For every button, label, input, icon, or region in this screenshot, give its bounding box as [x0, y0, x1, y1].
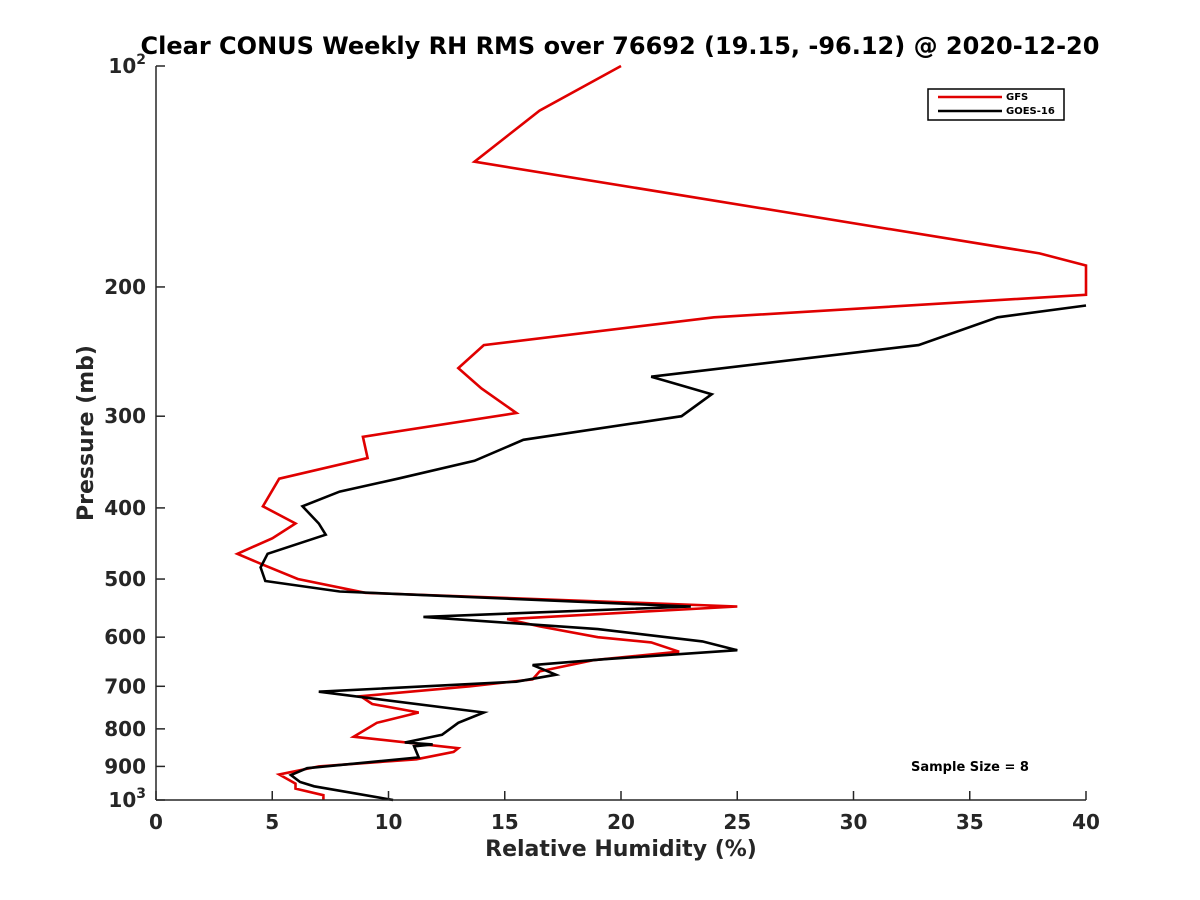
y-tick-label: 700 [104, 674, 146, 698]
series-line-gfs [234, 64, 1088, 800]
y-tick-label: 900 [104, 754, 146, 778]
x-tick-label: 25 [723, 810, 751, 834]
y-tick-label: 200 [104, 275, 146, 299]
legend-label-gfs: GFS [1006, 92, 1028, 103]
axes [155, 66, 1086, 801]
series-gfs [234, 64, 1088, 800]
x-tick-label: 0 [149, 810, 163, 834]
legend-box [927, 88, 1065, 121]
x-tick-label: 10 [375, 810, 403, 834]
x-tick-label: 40 [1072, 810, 1100, 834]
x-ticks: 0 5 10 15 20 25 30 35 40 [149, 791, 1100, 834]
y-ticks: 102 200 300 400 500 600 700 800 900 103 [104, 52, 165, 812]
sample-size-annotation: Sample Size = 8 [911, 760, 1029, 775]
x-axis-label: Relative Humidity (%) [485, 837, 757, 862]
y-tick-label: 102 [108, 52, 146, 78]
y-tick-label: 300 [104, 404, 146, 428]
y-axis-label: Pressure (mb) [74, 345, 99, 521]
y-tick-label: 500 [104, 567, 146, 591]
y-tick-label: 400 [104, 496, 146, 520]
legend-label-goes16: GOES-16 [1006, 106, 1055, 117]
plot-area [234, 64, 1088, 802]
y-tick-label: 103 [108, 786, 146, 812]
legend: GFS GOES-16 [927, 88, 1065, 121]
series-goes16 [259, 304, 1087, 802]
series-line-goes16 [259, 304, 1087, 802]
y-tick-label: 800 [104, 717, 146, 741]
chart-title: Clear CONUS Weekly RH RMS over 76692 (19… [141, 32, 1100, 60]
x-tick-label: 30 [840, 810, 868, 834]
x-tick-label: 5 [265, 810, 279, 834]
x-tick-label: 35 [956, 810, 984, 834]
x-tick-label: 15 [491, 810, 519, 834]
x-tick-label: 20 [607, 810, 635, 834]
y-tick-label: 600 [104, 625, 146, 649]
